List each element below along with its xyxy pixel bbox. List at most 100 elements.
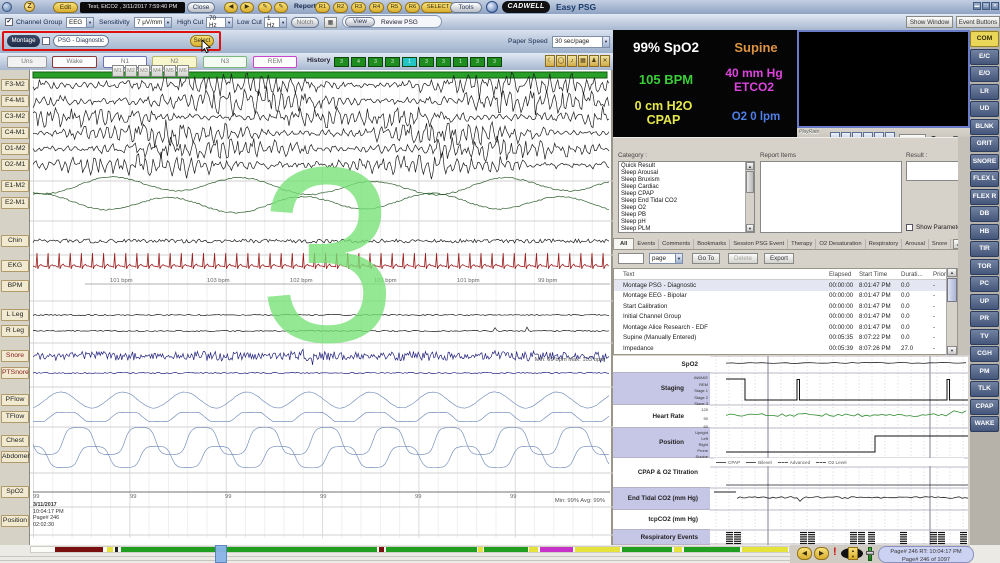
table-row[interactable]: Supine (Manually Entered) 00:05:35 8:07:22… <box>614 333 957 344</box>
view-button[interactable]: View <box>345 17 375 27</box>
sidebar-button-ud[interactable]: UD <box>970 101 999 117</box>
table-row[interactable]: Initial Channel Group 00:00:00 8:01:47 PM 0… <box>614 312 957 323</box>
sidebar-button-tlk[interactable]: TLK <box>970 381 999 397</box>
maximize-icon[interactable]: □ <box>982 2 990 10</box>
sidebar-button-e-c[interactable]: E/C <box>970 48 999 65</box>
channel-label-position[interactable]: Position <box>1 515 29 527</box>
table-row[interactable]: Start Calibration 00:00:00 8:01:47 PM 0.0 - <box>614 301 957 312</box>
video-view[interactable] <box>797 30 970 128</box>
montage-preset-m4[interactable]: M4 <box>151 65 163 77</box>
category-item[interactable]: Sleep PLM <box>621 226 651 232</box>
history-epoch-block[interactable]: 3 <box>470 56 485 67</box>
channel-label-chest[interactable]: Chest <box>1 435 29 447</box>
report-button-r1[interactable]: R1 <box>315 1 330 13</box>
channel-label-e1-m2[interactable]: E1-M2 <box>1 180 29 192</box>
goto-unit-select[interactable]: page ▼ <box>649 253 683 264</box>
high-cut-select[interactable]: 70 Hz ▼ <box>206 15 233 29</box>
paper-speed-select[interactable]: 30 sec/page ▼ <box>552 35 610 48</box>
history-epoch-block[interactable]: 3 <box>334 56 349 67</box>
history-epoch-block[interactable]: 3 <box>419 56 434 67</box>
category-item[interactable]: Sleep End Tidal CO2 <box>621 198 678 204</box>
category-item[interactable]: Sleep O2 <box>621 205 647 211</box>
stage-button-n3[interactable]: N3 <box>203 55 247 68</box>
next-page-icon[interactable]: ▶ <box>240 1 254 13</box>
sensitivity-select[interactable]: 7 μV/mm ▼ <box>134 16 172 28</box>
sidebar-button-db[interactable]: DB <box>970 206 999 222</box>
tab-all[interactable]: All <box>613 238 635 249</box>
table-row[interactable]: Montage PSG - Diagnostic 00:00:00 8:01:47 … <box>614 280 957 291</box>
scroll-up-icon[interactable]: ▲ <box>746 162 754 170</box>
marker-icon-4[interactable]: ♟ <box>589 55 599 67</box>
marker-icon-5[interactable]: ✕ <box>600 55 610 67</box>
scroll-thumb[interactable] <box>746 171 754 193</box>
app-icon[interactable] <box>2 2 12 12</box>
z-sleep-icon[interactable]: Z <box>24 1 35 12</box>
chevron-down-icon[interactable]: ▼ <box>225 17 232 27</box>
history-epoch-block[interactable]: 3 <box>385 56 400 67</box>
marker-icon-3[interactable]: ▦ <box>578 55 588 67</box>
export-button[interactable]: Export <box>764 253 794 264</box>
channel-label-r-leg[interactable]: R Leg <box>1 325 29 337</box>
category-item[interactable]: Sleep PB <box>621 212 647 218</box>
chevron-down-icon[interactable]: ▼ <box>86 17 93 27</box>
column-header[interactable]: Priority <box>933 271 953 278</box>
history-epoch-block[interactable]: 4 <box>351 56 366 67</box>
tab-therapy[interactable]: Therapy <box>788 239 817 249</box>
show-parameters-checkbox[interactable] <box>906 224 913 231</box>
sidebar-button-com[interactable]: COM <box>970 31 999 47</box>
history-epoch-block[interactable]: 1 <box>453 56 468 67</box>
sidebar-button-flex-r[interactable]: FLEX R <box>970 188 999 205</box>
show-window-button[interactable]: Show Window <box>906 15 953 28</box>
sidebar-button-snore[interactable]: SNORE <box>970 153 999 170</box>
channel-label-chin[interactable]: Chin <box>1 235 29 247</box>
montage-preset-m1[interactable]: M1 <box>112 65 124 77</box>
channel-label-tflow[interactable]: TFlow <box>1 411 29 423</box>
waveform-area[interactable]: 101 bpm 103 bpm 102 bpm 101 bpm 101 bpm 99 bp… <box>30 70 613 545</box>
sidebar-button-hb[interactable]: HB <box>970 223 999 240</box>
minimize-icon[interactable]: ▬ <box>973 2 981 10</box>
sidebar-button-blnk[interactable]: BLNK <box>970 118 999 135</box>
chevron-down-icon[interactable]: ▼ <box>602 36 609 47</box>
globe-icon[interactable] <box>486 1 498 13</box>
annotation-icon[interactable]: ✎ <box>274 1 288 13</box>
channel-label-abdomen[interactable]: Abdomen <box>1 451 31 463</box>
tools-button[interactable]: Tools <box>450 1 482 13</box>
montage-select[interactable]: PSG - Diagnostic <box>53 35 109 47</box>
history-epoch-block[interactable]: 3 <box>368 56 383 67</box>
channel-label-ekg[interactable]: EKG <box>1 260 29 272</box>
table-row[interactable]: Impedance 00:05:39 8:07:26 PM 27.0 - <box>614 344 957 355</box>
table-row[interactable]: Montage Alice Research - EDF 00:00:00 8:01… <box>614 322 957 333</box>
gauge-handle[interactable] <box>866 551 874 555</box>
category-scrollbar[interactable]: ▲ ▼ <box>745 162 754 232</box>
sidebar-button-cpap[interactable]: CPAP <box>970 398 999 415</box>
stage-button-wake[interactable]: Wake <box>52 55 97 68</box>
montage-preset-m5[interactable]: M5 <box>164 65 176 77</box>
close-study-button[interactable]: Close <box>187 1 215 13</box>
channel-label-c4-m1[interactable]: C4-M1 <box>1 127 29 139</box>
sidebar-button-e-o[interactable]: E/O <box>970 66 999 82</box>
scroll-thumb[interactable] <box>947 278 957 302</box>
low-cut-select[interactable]: 1 Hz ▼ <box>264 15 287 29</box>
sidebar-button-cgh[interactable]: CGH <box>970 346 999 362</box>
category-listbox[interactable]: Quick Result Sleep Arousal Sleep Bruxism Sl… <box>618 161 755 233</box>
history-epoch-block[interactable]: 3 <box>487 56 502 67</box>
sidebar-button-flex-l[interactable]: FLEX L <box>970 171 999 187</box>
stage-spinner[interactable]: ▲ ▼ <box>848 547 858 560</box>
scroll-down-icon[interactable]: ▼ <box>947 346 957 355</box>
category-item[interactable]: Sleep CPAP <box>621 191 654 197</box>
tab-o2-desaturation[interactable]: O2 Desaturation <box>816 239 866 249</box>
sidebar-button-pr[interactable]: PR <box>970 311 999 327</box>
montage-checkbox[interactable] <box>42 37 50 45</box>
channel-group-checkbox[interactable]: ✔ <box>5 18 13 26</box>
channel-label-f4-m1[interactable]: F4-M1 <box>1 95 29 107</box>
category-item[interactable]: Quick Result <box>621 163 656 169</box>
report-button-r3[interactable]: R3 <box>351 1 366 13</box>
event-buttons-button[interactable]: Event Buttons <box>956 15 1000 28</box>
tab-arousal[interactable]: Arousal <box>902 239 929 249</box>
column-header[interactable]: Elapsed <box>829 271 852 278</box>
column-header[interactable]: Start Time <box>859 271 888 278</box>
report-button-r2[interactable]: R2 <box>333 1 348 13</box>
scroll-down-icon[interactable]: ▼ <box>746 224 754 232</box>
notch-button[interactable]: Notch <box>291 16 319 28</box>
marker-icon-0[interactable]: ☾ <box>545 55 555 67</box>
